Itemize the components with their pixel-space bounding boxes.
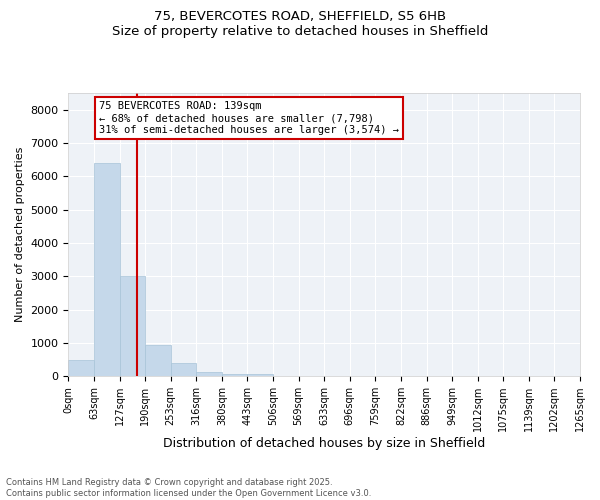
Text: 75, BEVERCOTES ROAD, SHEFFIELD, S5 6HB
Size of property relative to detached hou: 75, BEVERCOTES ROAD, SHEFFIELD, S5 6HB S… (112, 10, 488, 38)
Text: Contains HM Land Registry data © Crown copyright and database right 2025.
Contai: Contains HM Land Registry data © Crown c… (6, 478, 371, 498)
Bar (196, 372, 222, 376)
Text: 75 BEVERCOTES ROAD: 139sqm
← 68% of detached houses are smaller (7,798)
31% of s: 75 BEVERCOTES ROAD: 139sqm ← 68% of deta… (99, 102, 399, 134)
Bar (145, 344, 171, 376)
Bar (94, 163, 119, 376)
Bar (68, 360, 94, 376)
Bar (222, 374, 247, 376)
Bar (247, 374, 273, 376)
Bar (119, 276, 145, 376)
X-axis label: Distribution of detached houses by size in Sheffield: Distribution of detached houses by size … (163, 437, 485, 450)
Y-axis label: Number of detached properties: Number of detached properties (15, 147, 25, 322)
Bar (171, 363, 196, 376)
